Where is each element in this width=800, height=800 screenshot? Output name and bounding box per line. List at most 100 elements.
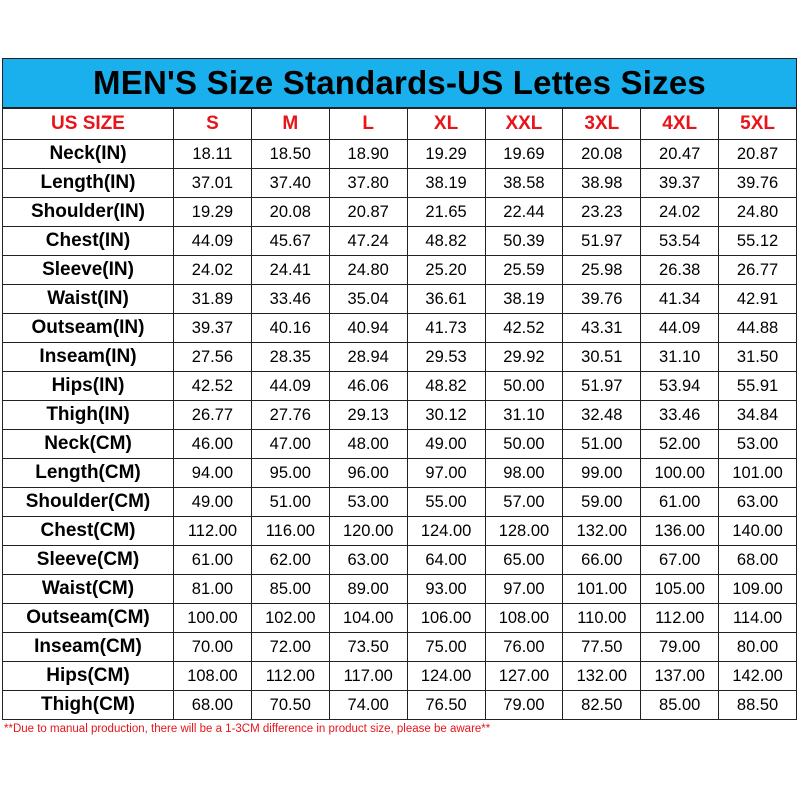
row-label: Inseam(CM) [2,632,174,662]
table-cell: 127.00 [484,661,564,691]
table-cell: 116.00 [250,516,330,546]
table-row: Neck(CM) 46.00 47.00 48.00 49.00 50.00 51.00 52… [2,429,797,459]
table-cell: 38.98 [562,168,642,198]
table-cell: 108.00 [484,603,564,633]
table-cell: 36.61 [406,284,486,314]
table-cell: 20.08 [562,139,642,169]
row-label: Length(CM) [2,458,174,488]
table-row: Sleeve(IN) 24.02 24.41 24.80 25.20 25.59 25.98… [2,255,797,285]
table-cell: 39.76 [562,284,642,314]
table-cell: 50.39 [484,226,564,256]
table-cell: 108.00 [173,661,252,691]
table-cell: 43.31 [562,313,642,343]
table-cell: 112.00 [173,516,252,546]
table-cell: 42.52 [173,371,252,401]
table-cell: 61.00 [173,545,252,575]
table-cell: 26.77 [718,255,797,285]
table-cell: 20.87 [328,197,408,227]
table-cell: 19.69 [484,139,564,169]
table-cell: 98.00 [484,458,564,488]
table-cell: 44.09 [250,371,330,401]
table-cell: 140.00 [718,516,797,546]
row-label: Chest(IN) [2,226,174,256]
table-cell: 44.09 [173,226,252,256]
row-label: Sleeve(IN) [2,255,174,285]
table-row: Hips(IN) 42.52 44.09 46.06 48.82 50.00 51.97 53… [2,371,797,401]
table-cell: 19.29 [173,197,252,227]
table-cell: 44.88 [718,313,797,343]
table-cell: 52.00 [640,429,720,459]
table-cell: 93.00 [406,574,486,604]
table-cell: 30.51 [562,342,642,372]
table-cell: 48.82 [406,226,486,256]
table-cell: 112.00 [250,661,330,691]
table-cell: 95.00 [250,458,330,488]
table-cell: 110.00 [562,603,642,633]
row-label: Thigh(CM) [2,690,174,720]
table-cell: 25.20 [406,255,486,285]
table-cell: 112.00 [640,603,720,633]
table-cell: 40.94 [328,313,408,343]
table-row: Waist(IN) 31.89 33.46 35.04 36.61 38.19 39.76 4… [2,284,797,314]
table-cell: 53.00 [328,487,408,517]
table-cell: 45.67 [250,226,330,256]
table-cell: 85.00 [640,690,720,720]
header-size-cell: S [173,108,252,140]
table-cell: 117.00 [328,661,408,691]
table-cell: 38.19 [406,168,486,198]
table-cell: 62.00 [250,545,330,575]
row-label: Waist(IN) [2,284,174,314]
table-cell: 38.19 [484,284,564,314]
table-cell: 51.00 [250,487,330,517]
table-cell: 76.50 [406,690,486,720]
table-cell: 27.76 [250,400,330,430]
table-cell: 85.00 [250,574,330,604]
table-cell: 37.80 [328,168,408,198]
table-row: Shoulder(CM) 49.00 51.00 53.00 55.00 57.00 59.… [2,487,797,517]
header-size-cell: L [328,108,408,140]
table-row: Neck(IN) 18.11 18.50 18.90 19.29 19.69 20.08 20… [2,139,797,169]
table-cell: 20.87 [718,139,797,169]
row-label: Chest(CM) [2,516,174,546]
table-cell: 63.00 [328,545,408,575]
table-cell: 25.59 [484,255,564,285]
table-cell: 132.00 [562,661,642,691]
table-cell: 19.29 [406,139,486,169]
size-table: US SIZE S M L XL XXL 3XL 4XL 5XL Neck(IN) 18.11 18… [2,108,797,720]
table-cell: 128.00 [484,516,564,546]
table-cell: 120.00 [328,516,408,546]
table-row: Thigh(CM) 68.00 70.50 74.00 76.50 79.00 82.50 8… [2,690,797,720]
table-cell: 32.48 [562,400,642,430]
table-cell: 39.37 [640,168,720,198]
table-cell: 70.50 [250,690,330,720]
table-cell: 132.00 [562,516,642,546]
table-cell: 22.44 [484,197,564,227]
table-cell: 31.89 [173,284,252,314]
table-cell: 64.00 [406,545,486,575]
table-cell: 40.16 [250,313,330,343]
table-cell: 136.00 [640,516,720,546]
table-cell: 50.00 [484,429,564,459]
table-cell: 124.00 [406,661,486,691]
table-cell: 18.11 [173,139,252,169]
table-row: Inseam(IN) 27.56 28.35 28.94 29.53 29.92 30.51… [2,342,797,372]
table-cell: 29.13 [328,400,408,430]
row-label: Inseam(IN) [2,342,174,372]
header-label-cell: US SIZE [2,108,174,140]
table-cell: 99.00 [562,458,642,488]
table-cell: 53.54 [640,226,720,256]
table-cell: 68.00 [718,545,797,575]
table-cell: 21.65 [406,197,486,227]
table-cell: 46.00 [173,429,252,459]
table-cell: 88.50 [718,690,797,720]
table-cell: 55.00 [406,487,486,517]
table-cell: 31.50 [718,342,797,372]
table-row: Sleeve(CM) 61.00 62.00 63.00 64.00 65.00 66.00… [2,545,797,575]
table-row: Outseam(CM) 100.00 102.00 104.00 106.00 108.0… [2,603,797,633]
table-cell: 48.00 [328,429,408,459]
header-size-cell: 3XL [562,108,642,140]
table-cell: 26.38 [640,255,720,285]
table-cell: 39.76 [718,168,797,198]
table-cell: 89.00 [328,574,408,604]
table-cell: 28.35 [250,342,330,372]
